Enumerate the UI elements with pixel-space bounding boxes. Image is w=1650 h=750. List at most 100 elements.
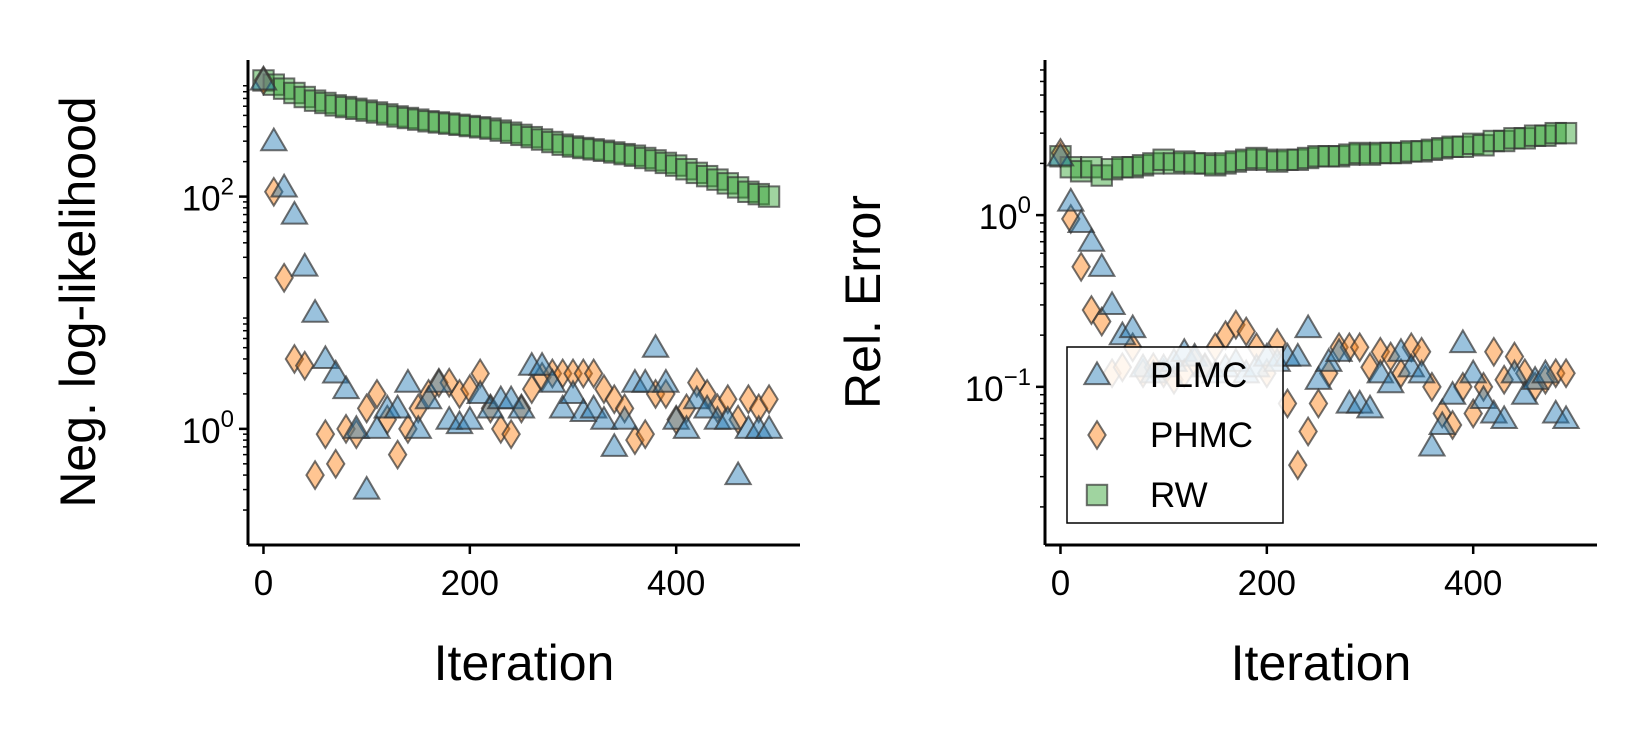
point-plmc [362, 414, 392, 439]
point-phmc [1360, 351, 1380, 383]
point-phmc [645, 378, 666, 410]
point-plmc [1355, 393, 1385, 419]
point-plmc [259, 126, 289, 152]
point-plmc [465, 379, 495, 404]
point-plmc [568, 397, 598, 422]
point-plmc [1386, 337, 1416, 362]
point-plmc [527, 351, 557, 376]
point-phmc [470, 357, 490, 390]
series-rw [252, 69, 781, 208]
point-phmc [367, 378, 387, 410]
point-plmc [610, 405, 639, 430]
point-plmc [1066, 208, 1096, 234]
series-rw [1049, 121, 1578, 187]
legend: PLMC PHMC RW [1066, 346, 1284, 524]
point-phmc [490, 413, 511, 445]
point-plmc [321, 358, 351, 384]
point-plmc [1489, 404, 1519, 430]
point-plmc [599, 432, 629, 457]
point-phmc [542, 357, 563, 390]
point-plmc [403, 414, 433, 439]
point-phmc [1071, 251, 1091, 283]
point-plmc [672, 414, 701, 439]
point-phmc [656, 378, 676, 410]
point-phmc [1556, 357, 1576, 389]
point-phmc [1226, 309, 1246, 341]
legend-label: PLMC [1150, 356, 1247, 395]
point-phmc [449, 378, 470, 410]
point-plmc [1469, 384, 1498, 410]
point-phmc [1308, 387, 1329, 420]
point-plmc [1077, 227, 1106, 252]
point-plmc [754, 414, 784, 439]
point-plmc [1427, 410, 1457, 436]
point-phmc [1370, 336, 1391, 368]
point-plmc [713, 405, 743, 430]
point-plmc [641, 333, 670, 358]
point-plmc [455, 405, 485, 430]
point-plmc [723, 460, 753, 486]
point-phmc [1411, 336, 1432, 368]
point-plmc [383, 393, 412, 419]
point-plmc [1458, 358, 1488, 384]
legend-label: PHMC [1150, 416, 1253, 455]
point-plmc [1438, 380, 1467, 405]
point-plmc [1293, 313, 1323, 339]
series-plmc [249, 65, 784, 500]
point-phmc [1484, 336, 1504, 368]
legend-marker-phmc [1087, 419, 1107, 451]
point-plmc [558, 379, 588, 404]
point-plmc [1304, 365, 1333, 390]
point-plmc [290, 251, 320, 277]
legend-label: RW [1150, 476, 1208, 515]
x-tick-label: 0 [254, 564, 273, 603]
y-tick-label: 10−1 [965, 364, 1031, 409]
point-plmc [507, 393, 536, 419]
x-tick-label: 0 [1051, 564, 1070, 603]
y-tick-label: 102 [182, 174, 234, 219]
point-plmc [1283, 342, 1313, 367]
point-plmc [311, 344, 340, 370]
point-plmc [1531, 358, 1560, 384]
point-phmc [1050, 137, 1071, 169]
point-plmc [352, 474, 381, 500]
point-phmc [738, 383, 759, 415]
point-plmc [269, 172, 299, 198]
point-rw [1554, 121, 1578, 145]
point-plmc [249, 65, 278, 91]
legend-marker-rw [1085, 483, 1109, 507]
point-plmc [1097, 290, 1127, 315]
point-plmc [1396, 352, 1426, 378]
point-plmc [1324, 337, 1354, 362]
point-phmc [625, 424, 645, 456]
legend-entry-phmc: PHMC [1087, 416, 1253, 455]
point-phmc [759, 383, 779, 415]
point-plmc [300, 298, 330, 323]
point-plmc [1417, 431, 1447, 457]
point-plmc [476, 393, 505, 419]
point-plmc [445, 409, 474, 435]
point-plmc [1407, 358, 1436, 384]
point-phmc [284, 343, 305, 375]
point-plmc [341, 414, 371, 439]
y-tick-label: 100 [182, 406, 234, 451]
point-plmc [1056, 186, 1086, 212]
point-plmc [393, 368, 423, 393]
point-phmc [1287, 449, 1308, 481]
point-phmc [563, 357, 583, 390]
y-axis-title: Rel. Error [835, 195, 891, 409]
point-plmc [280, 199, 309, 225]
point-plmc [651, 368, 681, 393]
point-phmc [387, 438, 408, 471]
point-plmc [1046, 141, 1075, 167]
point-plmc [538, 368, 567, 393]
point-plmc [1551, 404, 1581, 430]
x-tick-label: 200 [441, 564, 499, 603]
point-plmc [630, 368, 660, 393]
point-plmc [1448, 328, 1478, 354]
point-phmc [717, 383, 738, 415]
point-phmc [1318, 357, 1339, 389]
point-phmc [501, 418, 521, 450]
point-phmc [1349, 331, 1370, 363]
